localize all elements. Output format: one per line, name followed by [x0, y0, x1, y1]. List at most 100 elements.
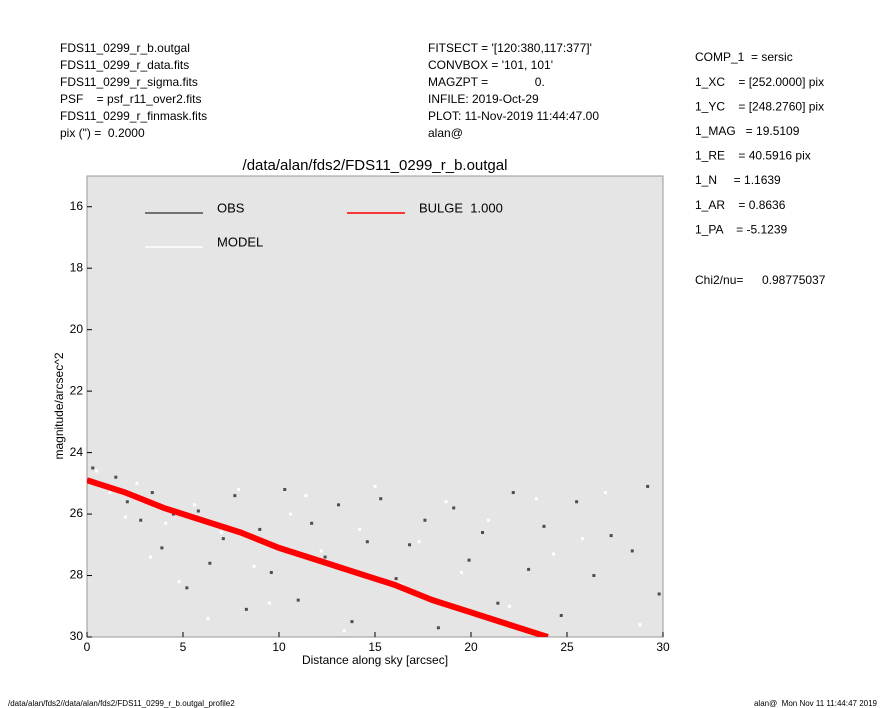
data-point	[150, 491, 154, 495]
data-point	[486, 518, 490, 522]
data-point	[459, 570, 463, 574]
data-point	[208, 561, 212, 565]
data-point	[148, 555, 152, 559]
data-point	[481, 531, 485, 535]
data-point	[408, 543, 412, 547]
data-point	[467, 558, 471, 562]
data-point	[603, 491, 607, 495]
header-line: FDS11_0299_r_finmask.fits	[60, 109, 207, 123]
data-point	[350, 620, 354, 624]
y-tick-label: 16	[70, 199, 84, 213]
header-right: COMP_1 = sersic 1_XC = [252.0000] pix 1_YC…	[695, 50, 824, 236]
data-point	[337, 503, 341, 507]
footer-left: /data/alan/fds2//data/alan/fds2/FDS11_02…	[8, 699, 235, 708]
data-point	[507, 604, 511, 608]
header-line: alan@	[428, 126, 463, 140]
legend-label: OBS	[217, 200, 245, 215]
header-line: 1_AR = 0.8636	[695, 198, 786, 212]
data-point	[373, 484, 377, 488]
data-point	[91, 466, 95, 470]
header-line: PSF = psf_r11_over2.fits	[60, 92, 202, 106]
data-point	[196, 509, 200, 513]
x-tick-label: 15	[368, 640, 382, 654]
y-tick-label: 26	[70, 506, 84, 520]
chart-title: /data/alan/fds2/FDS11_0299_r_b.outgal	[243, 157, 508, 174]
legend-label: MODEL	[217, 234, 263, 249]
data-point	[323, 555, 327, 559]
data-point	[123, 515, 127, 519]
y-axis-label: magnitude/arcsec^2	[52, 352, 66, 459]
x-tick-label: 25	[560, 640, 574, 654]
data-point	[219, 531, 223, 535]
data-point	[164, 521, 168, 525]
data-point	[365, 540, 369, 544]
header-line: pix (") = 0.2000	[60, 126, 145, 140]
header-left: FDS11_0299_r_b.outgal FDS11_0299_r_data.f…	[60, 41, 207, 140]
footer-right: alan@ Mon Nov 11 11:44:47 2019	[754, 699, 878, 708]
header-line: CONVBOX = '101, 101'	[428, 58, 553, 72]
data-point	[269, 570, 273, 574]
data-point	[646, 484, 650, 488]
x-tick-label: 0	[84, 640, 91, 654]
header-line: 1_YC = [248.2760] pix	[695, 99, 824, 113]
y-tick-label: 30	[70, 629, 84, 643]
x-tick-label: 30	[656, 640, 670, 654]
plot-area	[86, 175, 664, 638]
data-point	[160, 546, 164, 550]
data-point	[552, 552, 556, 556]
data-point	[244, 607, 248, 611]
data-point	[580, 537, 584, 541]
data-point	[609, 534, 613, 538]
data-point	[233, 494, 237, 498]
data-point	[139, 518, 143, 522]
header-line: 1_RE = 40.5916 pix	[695, 149, 811, 163]
y-tick-label: 22	[70, 383, 84, 397]
data-point	[206, 617, 210, 621]
data-point	[436, 626, 440, 630]
data-point	[638, 623, 642, 627]
header-line: FITSECT = '[120:380,117:377]'	[428, 41, 592, 55]
data-point	[252, 564, 256, 568]
data-point	[114, 475, 118, 479]
data-point	[511, 491, 515, 495]
data-point	[630, 549, 634, 553]
data-point	[379, 497, 383, 501]
data-point	[423, 518, 427, 522]
data-point	[95, 469, 99, 473]
data-point	[304, 494, 308, 498]
x-tick-label: 20	[464, 640, 478, 654]
header-line: FDS11_0299_r_data.fits	[60, 58, 189, 72]
data-point	[592, 574, 596, 578]
data-point	[135, 481, 139, 485]
data-point	[289, 512, 293, 516]
y-tick-label: 20	[70, 322, 84, 336]
data-point	[358, 527, 362, 531]
header-line: FDS11_0299_r_b.outgal	[60, 41, 190, 55]
legend-label: BULGE 1.000	[419, 200, 503, 215]
y-tick-label: 28	[70, 568, 84, 582]
data-point	[283, 487, 287, 491]
data-point	[125, 500, 129, 504]
header-line: 1_PA = -5.1239	[695, 222, 788, 236]
header-line: 1_XC = [252.0000] pix	[695, 75, 824, 89]
header-middle: FITSECT = '[120:380,117:377]' CONVBOX = '…	[428, 41, 599, 140]
x-tick-label: 5	[180, 640, 187, 654]
data-point	[296, 598, 300, 602]
data-point	[177, 580, 181, 584]
x-tick-label: 10	[272, 640, 286, 654]
data-point	[342, 629, 346, 633]
data-point	[237, 487, 241, 491]
plot-marks	[87, 466, 661, 637]
data-point	[417, 540, 421, 544]
x-axis-label: Distance along sky [arcsec]	[302, 653, 448, 667]
model-band	[87, 477, 549, 637]
data-point	[444, 500, 448, 504]
header-line: COMP_1 = sersic	[695, 50, 793, 64]
data-point	[559, 613, 563, 617]
header-line: 1_N = 1.1639	[695, 173, 781, 187]
header-line: MAGZPT = 0.	[428, 75, 545, 89]
data-point	[657, 592, 661, 596]
data-point	[496, 601, 500, 605]
header-line: FDS11_0299_r_sigma.fits	[60, 75, 198, 89]
